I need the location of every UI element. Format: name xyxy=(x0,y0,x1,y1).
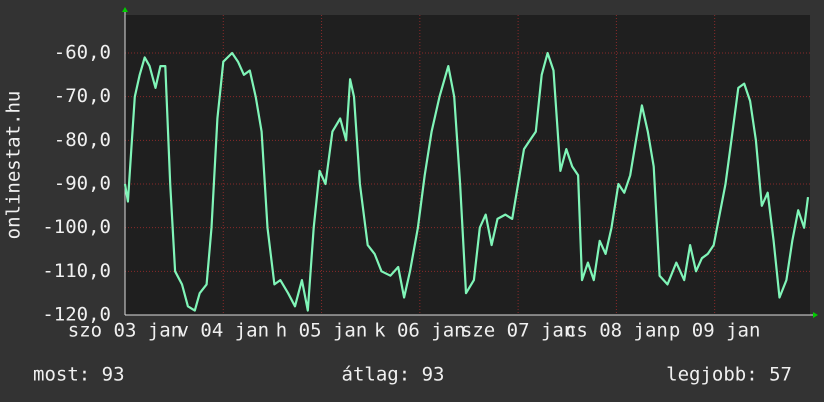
x-tick-label: v 04 jan xyxy=(178,320,270,342)
plot-area xyxy=(125,15,810,315)
x-tick-label: cs 08 jan xyxy=(565,320,668,342)
x-tick-label: szo 03 jan xyxy=(68,320,182,342)
y-axis-label: onlinestat.hu xyxy=(3,91,25,240)
footer-average: átlag: 93 xyxy=(342,364,445,386)
y-tick-label: -120,0 xyxy=(42,304,111,326)
x-tick-label: h 05 jan xyxy=(276,320,368,342)
y-tick-label: -90,0 xyxy=(54,172,111,194)
axis-arrow xyxy=(122,7,128,12)
y-tick-label: -100,0 xyxy=(42,216,111,238)
x-tick-label: sze 07 jan xyxy=(461,320,575,342)
data-line xyxy=(123,51,810,312)
y-tick-label: -110,0 xyxy=(42,260,111,282)
footer-current: most: 93 xyxy=(33,364,125,386)
y-tick-label: -70,0 xyxy=(54,85,111,107)
x-tick-label: p 09 jan xyxy=(669,320,761,342)
footer-best: legjobb: 57 xyxy=(666,364,792,386)
axis-arrow xyxy=(813,312,818,318)
y-tick-label: -60,0 xyxy=(54,41,111,63)
x-tick-label: k 06 jan xyxy=(374,320,466,342)
y-tick-label: -80,0 xyxy=(54,129,111,151)
